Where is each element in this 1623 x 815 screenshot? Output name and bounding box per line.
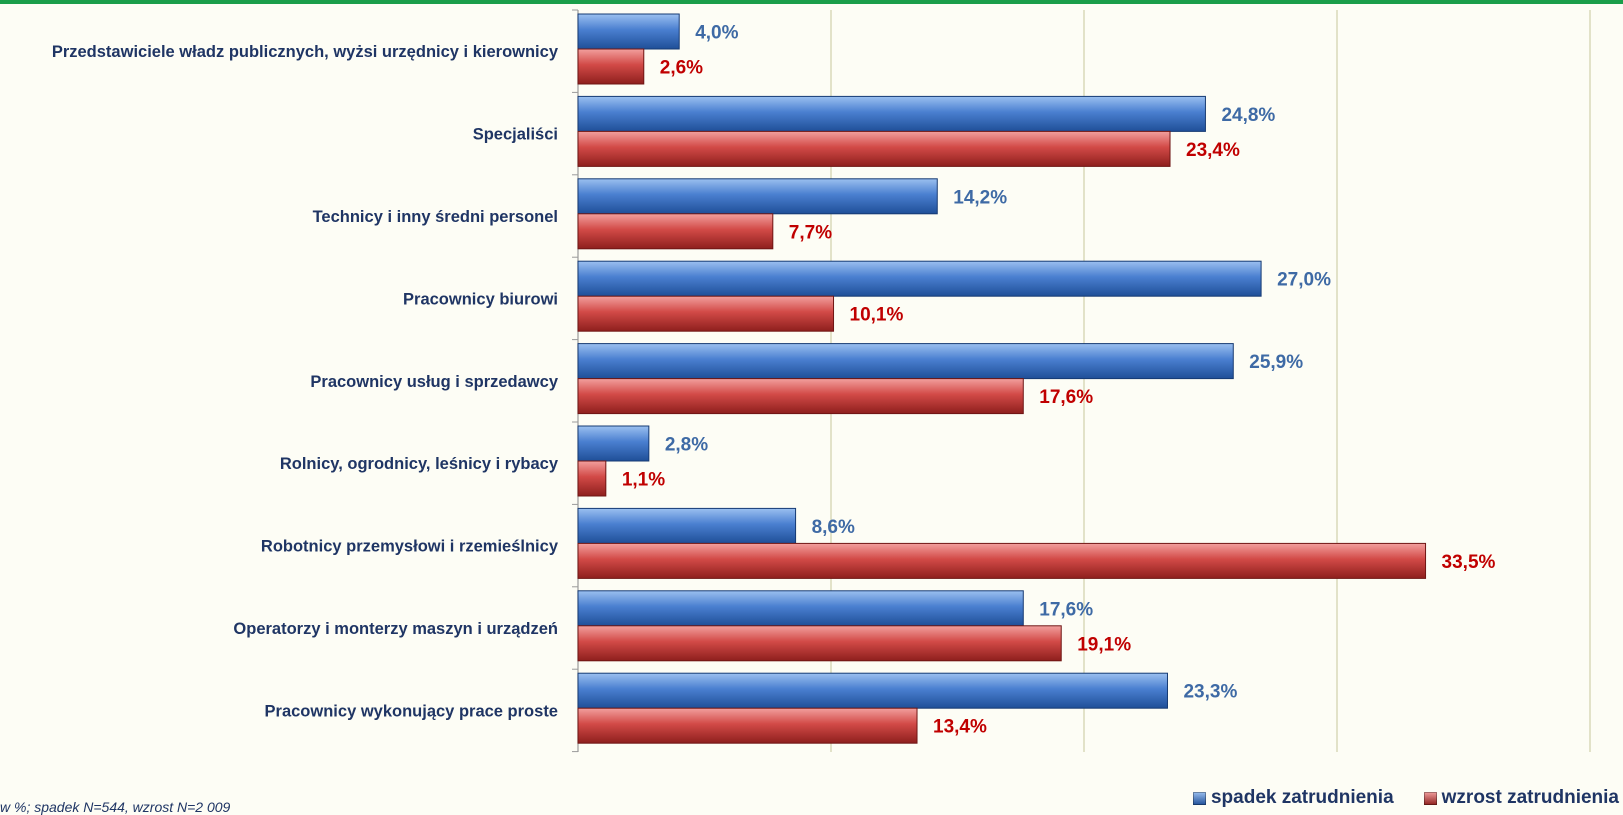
category-label: Operatorzy i monterzy maszyn i urządzeń <box>233 620 558 638</box>
data-label: 17,6% <box>1039 599 1093 620</box>
bar-increase <box>577 130 1171 167</box>
data-label: 19,1% <box>1077 634 1131 655</box>
data-label: 27,0% <box>1277 270 1331 291</box>
footnote: w %; spadek N=544, wzrost N=2 009 <box>0 799 231 815</box>
category-label: Rolnicy, ogrodnicy, leśnicy i rybacy <box>280 455 559 473</box>
data-label: 10,1% <box>850 305 904 326</box>
data-label: 33,5% <box>1442 552 1496 573</box>
bar-decrease <box>577 672 1168 709</box>
bars <box>577 13 1427 744</box>
legend-label-increase: wzrost zatrudnienia <box>1441 787 1619 808</box>
bar-decrease <box>577 260 1262 297</box>
data-label: 17,6% <box>1039 387 1093 408</box>
bar-decrease <box>577 507 797 544</box>
category-label: Specjaliści <box>473 126 558 144</box>
legend-swatch-increase <box>1423 791 1437 805</box>
data-label: 23,3% <box>1183 682 1237 703</box>
bar-decrease <box>577 343 1234 380</box>
category-label: Pracownicy wykonujący prace proste <box>265 702 558 720</box>
category-label: Robotnicy przemysłowi i rzemieślnicy <box>261 538 559 556</box>
data-label: 24,8% <box>1221 105 1275 126</box>
category-label: Technicy i inny średni personel <box>313 208 558 226</box>
legend-label-decrease: spadek zatrudnienia <box>1210 787 1394 808</box>
category-label: Przedstawiciele władz publicznych, wyżsi… <box>52 43 559 61</box>
bar-increase <box>577 707 918 744</box>
labels: Przedstawiciele władz publicznych, wyżsi… <box>52 23 1496 738</box>
legend: spadek zatrudnienia wzrost zatrudnienia <box>1192 785 1619 811</box>
bar-increase <box>577 625 1062 662</box>
data-label: 13,4% <box>933 717 987 738</box>
data-label: 23,4% <box>1186 140 1240 161</box>
category-label: Pracownicy usług i sprzedawcy <box>310 373 558 391</box>
legend-item-increase: wzrost zatrudnienia <box>1423 787 1619 809</box>
data-label: 1,1% <box>622 470 665 491</box>
data-label: 8,6% <box>812 517 855 538</box>
data-label: 4,0% <box>695 23 738 44</box>
data-label: 2,6% <box>660 58 703 79</box>
bar-increase <box>577 295 835 332</box>
bar-decrease <box>577 95 1206 132</box>
bar-decrease <box>577 178 938 215</box>
data-label: 2,8% <box>665 435 708 456</box>
legend-item-decrease: spadek zatrudnienia <box>1192 787 1394 809</box>
bar-increase <box>577 213 774 250</box>
data-label: 14,2% <box>953 187 1007 208</box>
top-rule <box>0 0 1623 4</box>
category-label: Pracownicy biurowi <box>403 290 558 308</box>
data-label: 7,7% <box>789 222 832 243</box>
bar-decrease <box>577 590 1024 627</box>
bar-decrease <box>577 425 650 462</box>
bar-increase <box>577 48 645 85</box>
bar-increase <box>577 542 1427 579</box>
data-label: 25,9% <box>1249 352 1303 373</box>
bar-increase <box>577 460 607 497</box>
legend-swatch-decrease <box>1192 791 1206 805</box>
bar-increase <box>577 378 1024 415</box>
bar-decrease <box>577 13 680 50</box>
